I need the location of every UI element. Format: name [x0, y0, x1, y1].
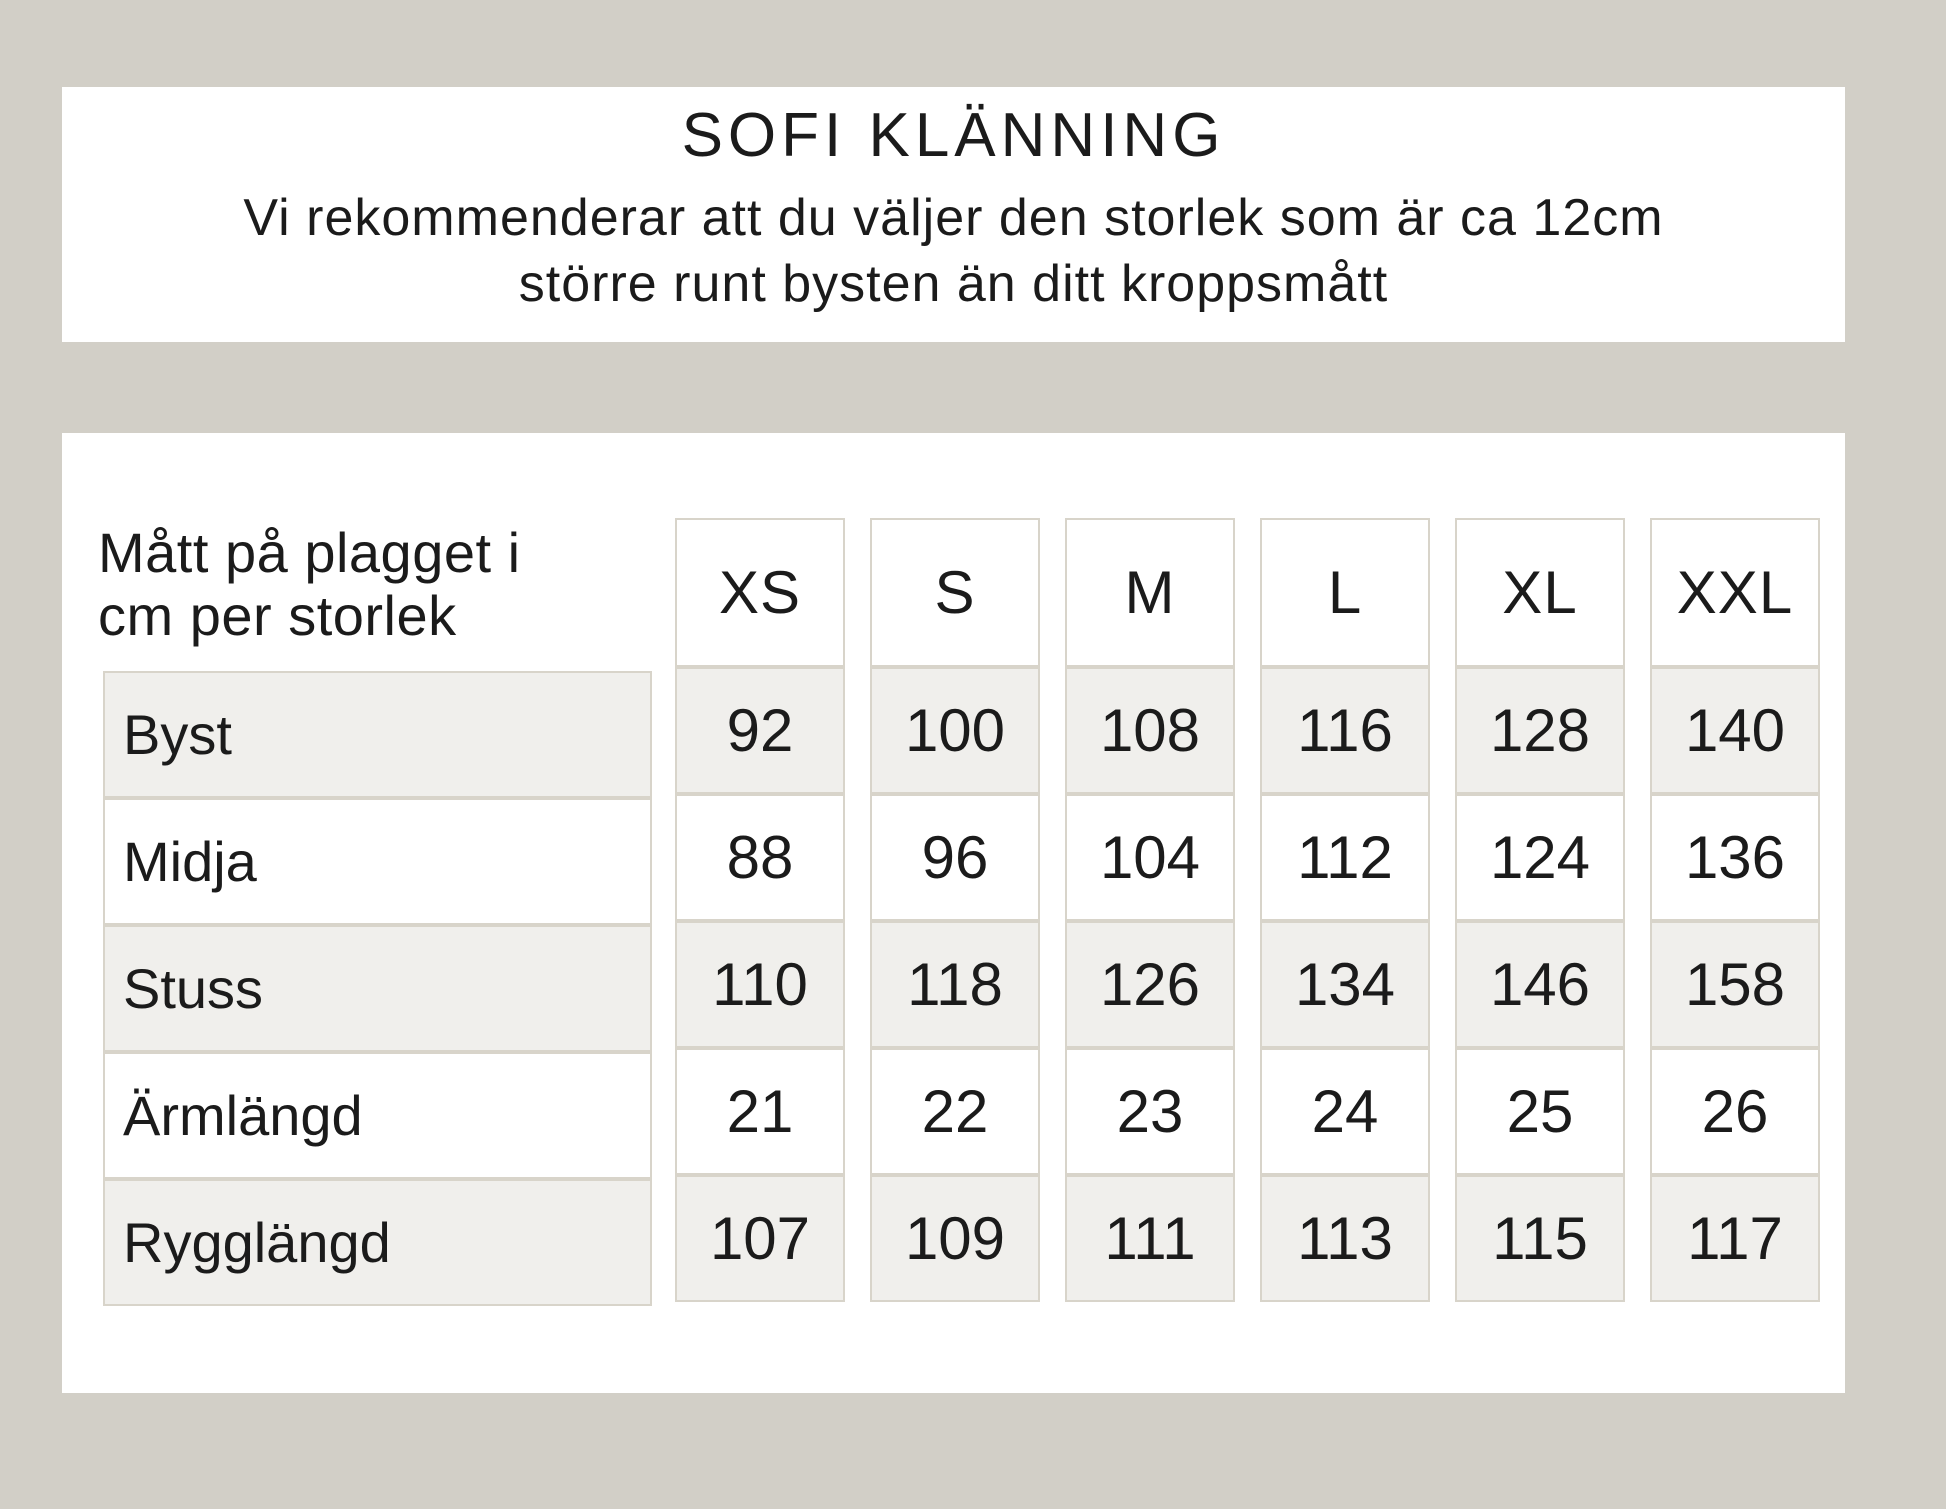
measurement-cell-xxl-row1: 140	[1650, 667, 1820, 794]
measurement-cell-xs-row2: 88	[675, 794, 845, 921]
size-column-l: L 116 112 134 24 113	[1260, 518, 1430, 1302]
measurement-cell-xs-row4: 21	[675, 1048, 845, 1175]
measurement-cell-l-row5: 113	[1260, 1175, 1430, 1302]
recommendation-line-2: större runt bysten än ditt kroppsmått	[518, 255, 1389, 313]
row-label-4: Ärmlängd	[103, 1052, 652, 1179]
size-chart-panel: Mått på plagget i cm per storlek Byst Mid…	[62, 433, 1845, 1393]
size-column-xl: XL 128 124 146 25 115	[1455, 518, 1625, 1302]
measurement-label-column: Byst Midja Stuss Ärmlängd Rygglängd	[103, 671, 652, 1306]
measurement-cell-xl-row3: 146	[1455, 921, 1625, 1048]
measurement-cell-s-row1: 100	[870, 667, 1040, 794]
measurement-cell-xxl-row4: 26	[1650, 1048, 1820, 1175]
measurement-cell-xxl-row2: 136	[1650, 794, 1820, 921]
recommendation-line-1: Vi rekommenderar att du väljer den storl…	[243, 189, 1664, 247]
size-column-s: S 100 96 118 22 109	[870, 518, 1040, 1302]
size-column-xxl: XXL 140 136 158 26 117	[1650, 518, 1820, 1302]
page-title: SOFI KLÄNNING	[681, 101, 1226, 170]
size-header-xs: XS	[675, 518, 845, 667]
measurement-cell-xs-row5: 107	[675, 1175, 845, 1302]
measurement-cell-s-row3: 118	[870, 921, 1040, 1048]
row-label-5: Rygglängd	[103, 1179, 652, 1306]
measurements-caption-line-1: Mått på plagget i	[98, 521, 521, 584]
measurement-cell-xxl-row3: 158	[1650, 921, 1820, 1048]
size-column-xs: XS 92 88 110 21 107	[675, 518, 845, 1302]
measurement-cell-l-row4: 24	[1260, 1048, 1430, 1175]
row-label-2: Midja	[103, 798, 652, 925]
measurement-cell-s-row5: 109	[870, 1175, 1040, 1302]
row-label-1: Byst	[103, 671, 652, 798]
size-header-l: L	[1260, 518, 1430, 667]
measurement-cell-xl-row5: 115	[1455, 1175, 1625, 1302]
size-column-m: M 108 104 126 23 111	[1065, 518, 1235, 1302]
size-header-s: S	[870, 518, 1040, 667]
measurement-cell-xl-row4: 25	[1455, 1048, 1625, 1175]
measurement-cell-m-row1: 108	[1065, 667, 1235, 794]
size-grid: Byst Midja Stuss Ärmlängd Rygglängd XS 92 88 110…	[62, 433, 1845, 1393]
measurement-cell-xl-row2: 124	[1455, 794, 1625, 921]
measurement-cell-l-row3: 134	[1260, 921, 1430, 1048]
measurement-cell-s-row2: 96	[870, 794, 1040, 921]
recommendation-text: Vi rekommenderar att du väljer den storl…	[62, 185, 1845, 317]
measurement-cell-xl-row1: 128	[1455, 667, 1625, 794]
measurement-cell-xs-row1: 92	[675, 667, 845, 794]
measurement-cell-xxl-row5: 117	[1650, 1175, 1820, 1302]
measurement-cell-xs-row3: 110	[675, 921, 845, 1048]
header-panel: SOFI KLÄNNING Vi rekommenderar att du vä…	[62, 87, 1845, 342]
measurements-caption: Mått på plagget i cm per storlek	[98, 521, 521, 647]
size-header-xxl: XXL	[1650, 518, 1820, 667]
measurement-cell-l-row1: 116	[1260, 667, 1430, 794]
measurements-caption-line-2: cm per storlek	[98, 584, 457, 647]
measurement-cell-m-row2: 104	[1065, 794, 1235, 921]
measurement-cell-l-row2: 112	[1260, 794, 1430, 921]
measurement-cell-m-row4: 23	[1065, 1048, 1235, 1175]
size-header-m: M	[1065, 518, 1235, 667]
measurement-cell-s-row4: 22	[870, 1048, 1040, 1175]
row-label-3: Stuss	[103, 925, 652, 1052]
size-header-xl: XL	[1455, 518, 1625, 667]
measurement-cell-m-row5: 111	[1065, 1175, 1235, 1302]
measurement-cell-m-row3: 126	[1065, 921, 1235, 1048]
